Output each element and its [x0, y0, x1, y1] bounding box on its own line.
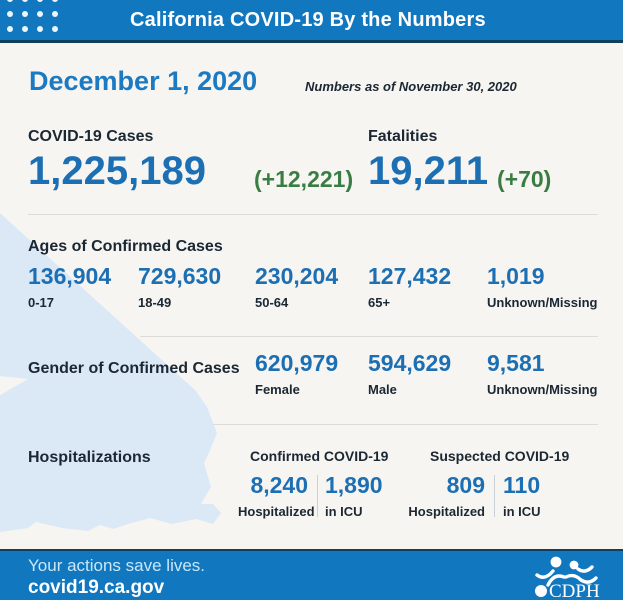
divider-ages [28, 214, 598, 215]
age-unknown-value: 1,019 [487, 263, 545, 289]
footer-url-link[interactable]: covid19.ca.gov [28, 577, 165, 598]
suspected-hospitalized-value: 809 [446, 472, 485, 498]
gender-group: 620,979 Female [255, 349, 338, 397]
header-band: California COVID-19 By the Numbers [0, 0, 623, 43]
age-50-64-label: 50-64 [255, 295, 289, 310]
california-map-silhouette [0, 213, 221, 532]
cases-total: 1,225,189 [28, 149, 206, 193]
ages-section-label: Ages of Confirmed Cases [28, 238, 223, 255]
confirmed-hospitalized-label: Hospitalized [238, 504, 315, 519]
gender-group: 9,581 Unknown/Missing [487, 349, 598, 397]
as-of-note: Numbers as of November 30, 2020 [305, 79, 517, 94]
fatalities-total: 19,211 [368, 149, 489, 193]
page-title: California COVID-19 By the Numbers [130, 9, 486, 31]
gender-female-label: Female [255, 382, 300, 397]
confirmed-icu-value: 1,890 [325, 472, 383, 498]
cases-delta: (+12,221) [254, 166, 354, 192]
fatalities-delta: (+70) [497, 166, 552, 192]
confirmed-stat-divider [317, 475, 318, 517]
suspected-covid-title: Suspected COVID-19 [430, 448, 570, 464]
age-group: 729,630 18-49 [138, 262, 221, 310]
divider-hospitalizations [213, 424, 598, 425]
gender-unknown-value: 9,581 [487, 350, 545, 376]
confirmed-hospitalized-stat: 8,240 Hospitalized [238, 471, 315, 519]
fatalities-label: Fatalities [368, 128, 438, 145]
gender-male-label: Male [368, 382, 397, 397]
gender-female-value: 620,979 [255, 350, 339, 376]
age-group: 1,019 Unknown/Missing [487, 262, 598, 310]
gender-section-label: Gender of Confirmed Cases [28, 360, 240, 377]
confirmed-hospitalized-value: 8,240 [250, 472, 308, 498]
dots-decoration [7, 0, 58, 40]
suspected-icu-label: in ICU [503, 504, 541, 519]
age-18-49-value: 729,630 [138, 263, 222, 289]
report-date: December 1, 2020 [29, 66, 258, 96]
age-0-17-label: 0-17 [28, 295, 55, 310]
age-50-64-value: 230,204 [255, 263, 339, 289]
suspected-stat-divider [494, 475, 495, 517]
footer-band: Your actions save lives. covid19.ca.gov … [0, 549, 623, 600]
age-18-49-label: 18-49 [138, 295, 172, 310]
age-group: 136,904 0-17 [28, 262, 111, 310]
cdph-logo-text: CDPH [549, 581, 600, 600]
cases-label: COVID-19 Cases [28, 128, 154, 145]
gender-male-value: 594,629 [368, 350, 452, 376]
footer-tagline: Your actions save lives. [28, 556, 206, 575]
gender-group: 594,629 Male [368, 349, 451, 397]
suspected-icu-stat: 110 in ICU [503, 471, 541, 519]
age-65-plus-value: 127,432 [368, 263, 452, 289]
age-0-17-value: 136,904 [28, 263, 112, 289]
hospitalizations-section-label: Hospitalizations [28, 449, 151, 466]
age-unknown-label: Unknown/Missing [487, 295, 598, 310]
confirmed-covid-title: Confirmed COVID-19 [250, 448, 389, 464]
age-65-plus-label: 65+ [368, 295, 391, 310]
divider-gender [140, 336, 598, 337]
confirmed-icu-stat: 1,890 in ICU [325, 471, 383, 519]
suspected-hospitalized-stat: 809 Hospitalized [405, 471, 485, 519]
confirmed-icu-label: in ICU [325, 504, 363, 519]
gender-unknown-label: Unknown/Missing [487, 382, 598, 397]
suspected-icu-value: 110 [503, 472, 541, 498]
cdph-logo: CDPH [535, 556, 600, 600]
age-group: 127,432 65+ [368, 262, 451, 310]
age-group: 230,204 50-64 [255, 262, 338, 310]
suspected-hospitalized-label: Hospitalized [408, 504, 485, 519]
